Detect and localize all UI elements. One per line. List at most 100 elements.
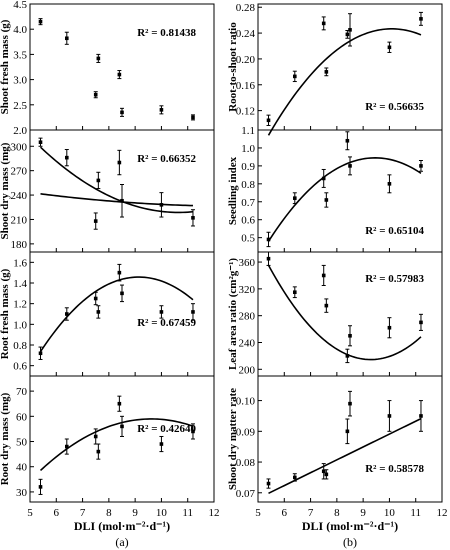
data-marker: [419, 17, 423, 21]
y-tick-label: 0.6: [241, 215, 255, 227]
x-tick-label: 7: [80, 507, 86, 519]
data-point: [418, 160, 423, 172]
data-point: [324, 469, 329, 480]
data-marker: [293, 74, 297, 79]
x-tick-label: 10: [384, 507, 396, 519]
data-marker: [324, 70, 329, 74]
data-marker: [387, 45, 392, 50]
y-tick-label: 240: [11, 190, 28, 202]
data-point: [120, 183, 124, 218]
data-point: [190, 209, 195, 227]
data-point: [190, 114, 195, 121]
y-tick-label: 70: [16, 386, 28, 398]
data-marker: [65, 444, 69, 449]
plot-frame: [257, 251, 443, 377]
data-point: [96, 53, 101, 63]
y-tick-label: 0.8: [13, 340, 27, 352]
x-axis-label-a: DLI (mol·m⁻²·d⁻¹): [74, 519, 170, 533]
y-axis-label: Root fresh mass (g): [0, 268, 11, 359]
r-squared-label: R² = 0.42640: [137, 423, 196, 435]
data-point: [93, 212, 98, 230]
data-marker: [159, 442, 164, 446]
data-marker: [266, 256, 271, 261]
plot-frame: [29, 375, 215, 503]
y-tick-label: 0.16: [236, 80, 256, 92]
data-point: [292, 473, 297, 482]
data-point: [190, 303, 195, 321]
data-marker: [159, 108, 164, 112]
data-point: [321, 264, 326, 287]
data-marker: [321, 469, 326, 474]
data-point: [64, 31, 69, 45]
y-tick-label: 0.24: [236, 28, 256, 40]
data-marker: [120, 198, 124, 203]
data-marker: [117, 401, 122, 406]
subfigure-label-b: (b): [343, 535, 357, 549]
fit-curve: [267, 28, 422, 136]
data-point: [93, 91, 98, 99]
panel-shoot-dry-matter-rate: 0.07 0.08 0.09 0.10 5 6 7 8 9 10 11 12 Shoot dry mat…: [227, 375, 448, 519]
data-marker: [324, 198, 329, 202]
panel-root-to-shoot-ratio: 0.12 0.16 0.20 0.24 0.28 Root-to-shoot ratio R…: [227, 2, 443, 136]
data-marker: [266, 237, 271, 242]
x-tick-label: 6: [54, 507, 60, 519]
y-tick-label: 1.6: [13, 257, 27, 269]
data-point: [117, 70, 122, 80]
fit-curve: [267, 157, 422, 242]
y-tick-label: 270: [11, 166, 28, 178]
y-axis-label: Leaf area ratio (cm²g⁻¹): [227, 258, 239, 370]
data-marker: [345, 354, 350, 358]
data-marker: [419, 320, 423, 325]
data-marker: [419, 164, 423, 168]
data-point: [266, 231, 271, 248]
y-tick-label: 0.08: [236, 457, 256, 469]
y-tick-label: 280: [239, 311, 256, 323]
data-point: [418, 400, 423, 432]
data-point: [266, 114, 271, 126]
y-tick-label: 0.09: [236, 426, 256, 438]
data-point: [324, 298, 329, 313]
data-point: [345, 131, 350, 151]
data-point: [321, 168, 326, 188]
data-point: [292, 286, 297, 299]
y-tick-label: 30: [16, 487, 28, 499]
x-tick-label: 7: [308, 507, 314, 519]
y-tick-label: 2.5: [13, 100, 27, 112]
r-squared-label: R² = 0.67459: [137, 317, 196, 329]
data-point: [64, 438, 69, 455]
r-squared-label: R² = 0.56635: [365, 101, 424, 113]
y-tick-label: 300: [11, 141, 28, 153]
data-marker: [117, 72, 122, 77]
y-tick-label: 50: [16, 437, 28, 449]
y-tick-label: 0.20: [236, 54, 256, 66]
fit-curve: [39, 418, 194, 472]
y-tick-label: 1.0: [241, 143, 255, 155]
y-tick-label: 320: [239, 284, 256, 296]
data-point: [38, 137, 43, 147]
data-marker: [345, 138, 350, 143]
data-point: [117, 263, 122, 282]
y-tick-label: 3.5: [13, 49, 27, 61]
data-marker: [321, 176, 326, 181]
fit-curve: [39, 146, 194, 214]
data-point: [190, 423, 195, 440]
y-tick-label: 40: [16, 462, 28, 474]
r-squared-label: R² = 0.66352: [137, 153, 196, 165]
data-marker: [65, 36, 69, 41]
y-axis-label: Shoot fresh mass (g): [0, 19, 11, 114]
data-marker: [117, 160, 122, 165]
y-tick-label: 0.10: [236, 396, 256, 408]
y-tick-label: 0.28: [236, 2, 256, 14]
panel-root-dry-mass: 30 40 50 60 70 5 6 7 8 9 10 11 12 Root dry mass (mg) R…: [0, 375, 220, 519]
plot-frame: [29, 251, 215, 377]
r-squared-label: R² = 0.81438: [137, 27, 196, 39]
y-tick-label: 0.07: [236, 488, 256, 500]
r-squared-label: R² = 0.57983: [365, 273, 424, 285]
data-point: [96, 305, 101, 319]
data-marker: [65, 312, 69, 316]
y-tick-label: 0.9: [241, 161, 255, 173]
data-marker: [191, 216, 195, 220]
data-marker: [293, 290, 297, 295]
y-tick-label: 1.2: [13, 299, 27, 311]
